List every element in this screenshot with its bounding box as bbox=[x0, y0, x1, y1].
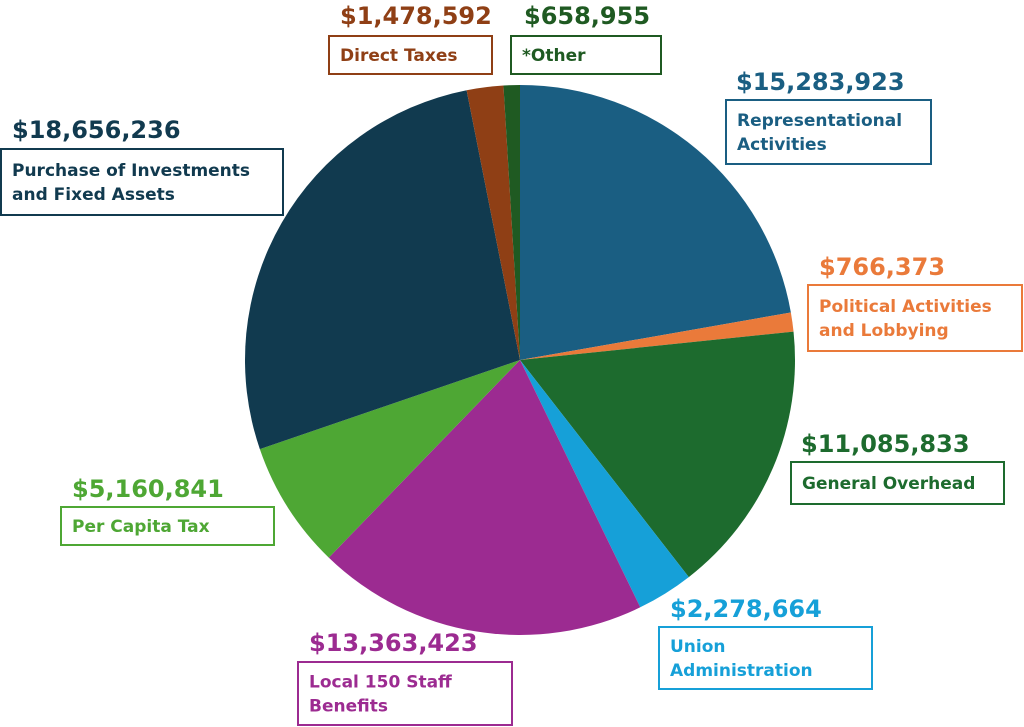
callout-staff-benefits: $13,363,423 Local 150 Staff Benefits bbox=[297, 629, 513, 726]
pie-slice-general-overhead bbox=[520, 331, 796, 578]
label-box-general-overhead bbox=[790, 461, 1005, 505]
label-line-union-administration-1: Union bbox=[670, 637, 726, 657]
callout-political: $766,373 Political Activities and Lobbying bbox=[807, 253, 1023, 352]
pie-slice-union-administration bbox=[520, 360, 689, 608]
label-line-representational-2: Activities bbox=[737, 135, 827, 155]
amount-label-per-capita-tax: $5,160,841 bbox=[72, 475, 224, 503]
label-line-per-capita-tax-1: Per Capita Tax bbox=[72, 517, 210, 537]
label-line-direct-taxes-1: Direct Taxes bbox=[340, 46, 457, 66]
callout-direct-taxes: $1,478,592 Direct Taxes bbox=[328, 2, 493, 75]
label-box-staff-benefits bbox=[297, 661, 513, 726]
amount-label-other: $658,955 bbox=[524, 2, 650, 30]
callout-union-administration: $2,278,664 Union Administration bbox=[658, 595, 873, 690]
pie-slice-investments bbox=[244, 90, 520, 450]
label-line-representational-1: Representational bbox=[737, 111, 902, 131]
pie-slice-per-capita-tax bbox=[259, 360, 520, 558]
label-line-investments-1: Purchase of Investments bbox=[12, 161, 250, 181]
pie-slice-representational bbox=[520, 85, 791, 360]
label-line-political-2: and Lobbying bbox=[819, 321, 949, 341]
callout-investments: $18,656,236 Purchase of Investments and Fi… bbox=[0, 116, 284, 216]
label-box-direct-taxes bbox=[328, 35, 493, 75]
callout-general-overhead: $11,085,833 General Overhead bbox=[790, 430, 1005, 505]
pie-slice-staff-benefits bbox=[328, 360, 641, 635]
amount-label-direct-taxes: $1,478,592 bbox=[340, 2, 492, 30]
label-box-other bbox=[510, 35, 662, 75]
pie-slices bbox=[244, 85, 796, 635]
label-box-investments bbox=[0, 148, 284, 216]
pie-slice-other bbox=[503, 85, 520, 360]
label-box-union-administration bbox=[658, 626, 873, 690]
label-line-staff-benefits-2: Benefits bbox=[309, 697, 388, 717]
label-box-representational bbox=[725, 99, 932, 165]
label-box-per-capita-tax bbox=[60, 506, 275, 546]
label-line-other-1: *Other bbox=[522, 46, 586, 66]
amount-label-general-overhead: $11,085,833 bbox=[801, 430, 970, 458]
amount-label-representational: $15,283,923 bbox=[736, 68, 905, 96]
pie-slice-direct-taxes bbox=[466, 85, 520, 360]
label-line-staff-benefits-1: Local 150 Staff bbox=[309, 673, 452, 693]
label-line-general-overhead-1: General Overhead bbox=[802, 474, 975, 494]
callout-per-capita-tax: $5,160,841 Per Capita Tax bbox=[60, 475, 275, 546]
amount-label-union-administration: $2,278,664 bbox=[670, 595, 822, 623]
callout-other: $658,955 *Other bbox=[510, 2, 662, 75]
label-line-political-1: Political Activities bbox=[819, 297, 992, 317]
amount-label-staff-benefits: $13,363,423 bbox=[309, 629, 478, 657]
amount-label-political: $766,373 bbox=[819, 253, 945, 281]
amount-label-investments: $18,656,236 bbox=[12, 116, 181, 144]
label-line-union-administration-2: Administration bbox=[670, 661, 813, 681]
pie-slice-political bbox=[520, 312, 794, 360]
label-box-political bbox=[807, 284, 1023, 352]
callout-representational: $15,283,923 Representational Activities bbox=[725, 68, 932, 165]
label-line-investments-2: and Fixed Assets bbox=[12, 185, 175, 205]
